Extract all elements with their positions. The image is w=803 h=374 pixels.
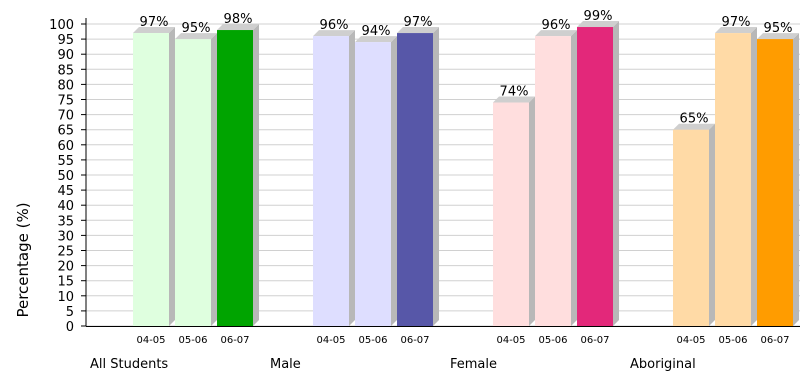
category-labels: 04-05 05-06 06-07 04-05 05-06 06-07 04-05 05-06… <box>136 335 789 346</box>
bar-top <box>175 33 217 40</box>
data-labels: 97% 95% 98% 96% 94% 97% 74% 96% 99% 65% 97% 95% <box>140 9 793 127</box>
bar-side <box>529 96 535 327</box>
bar <box>493 102 529 327</box>
bar <box>673 129 709 326</box>
data-label: 97% <box>722 15 751 30</box>
y-tick-label: 5 <box>66 305 74 320</box>
bar-top <box>133 27 175 34</box>
category-label: 06-07 <box>220 335 249 346</box>
bar-top <box>577 21 619 28</box>
bar-side <box>571 30 577 327</box>
y-tick-label: 70 <box>57 109 74 124</box>
y-tick-label: 65 <box>57 124 74 139</box>
group-label: Female <box>450 357 497 372</box>
y-tick-label: 30 <box>57 229 74 244</box>
bar-top <box>673 123 715 130</box>
category-label: 05-06 <box>358 335 387 346</box>
category-label: 06-07 <box>580 335 609 346</box>
axes <box>81 18 800 327</box>
data-label: 98% <box>224 12 253 27</box>
bar <box>757 39 793 326</box>
y-tick-label: 0 <box>66 320 74 335</box>
y-tick-label: 75 <box>57 94 74 109</box>
bar-side <box>391 36 397 327</box>
bar-top <box>757 33 799 40</box>
y-tick-label: 35 <box>57 214 74 229</box>
bar <box>313 36 349 327</box>
category-label: 04-05 <box>136 335 165 346</box>
data-label: 99% <box>584 9 613 24</box>
category-label: 05-06 <box>178 335 207 346</box>
bar-side <box>613 21 619 327</box>
category-label: 04-05 <box>496 335 525 346</box>
data-label: 65% <box>680 112 709 127</box>
bar <box>535 36 571 327</box>
bar-side <box>211 33 217 326</box>
bar-side <box>433 27 439 327</box>
data-label: 96% <box>542 18 571 33</box>
bar <box>175 39 211 326</box>
y-tick-label: 25 <box>57 245 74 260</box>
data-label: 96% <box>320 18 349 33</box>
y-tick-labels: 0510152025303540455055606570758085909510… <box>49 18 74 335</box>
y-tick-label: 50 <box>57 169 74 184</box>
bar-top <box>535 30 577 37</box>
bar-top <box>217 24 259 31</box>
bar-side <box>751 27 757 327</box>
bar <box>715 33 751 327</box>
bar-side <box>169 27 175 327</box>
y-tick-label: 15 <box>57 275 74 290</box>
bars <box>133 21 799 327</box>
category-label: 05-06 <box>538 335 567 346</box>
bar-side <box>709 123 715 326</box>
group-label: All Students <box>90 357 168 372</box>
bar-top <box>397 27 439 34</box>
y-tick-label: 90 <box>57 48 74 63</box>
group-labels: All Students Male Female Aboriginal <box>90 357 696 372</box>
category-label: 04-05 <box>676 335 705 346</box>
group-label: Male <box>270 357 301 372</box>
y-tick-label: 40 <box>57 199 74 214</box>
y-tick-label: 95 <box>57 33 74 48</box>
data-label: 97% <box>404 15 433 30</box>
y-tick-label: 100 <box>49 18 74 33</box>
bar-side <box>349 30 355 327</box>
category-label: 04-05 <box>316 335 345 346</box>
bar-top <box>355 36 397 43</box>
bar-top <box>313 30 355 37</box>
data-label: 95% <box>182 21 211 36</box>
y-tick-label: 45 <box>57 184 74 199</box>
bar-side <box>793 33 799 326</box>
y-tick-label: 20 <box>57 260 74 275</box>
y-tick-label: 80 <box>57 78 74 93</box>
category-label: 06-07 <box>400 335 429 346</box>
y-tick-label: 85 <box>57 63 74 78</box>
y-tick-label: 55 <box>57 154 74 169</box>
y-axis-label: Percentage (%) <box>14 202 32 317</box>
bar <box>217 30 253 326</box>
data-label: 97% <box>140 15 169 30</box>
bar <box>397 33 433 327</box>
data-label: 95% <box>764 21 793 36</box>
y-tick-label: 10 <box>57 290 74 305</box>
bar <box>577 27 613 327</box>
bar-side <box>253 24 259 326</box>
group-label: Aboriginal <box>630 357 696 372</box>
category-label: 06-07 <box>760 335 789 346</box>
bar <box>355 42 391 327</box>
bar <box>133 33 169 327</box>
bar-top <box>493 96 535 103</box>
data-label: 74% <box>500 85 529 100</box>
y-tick-label: 60 <box>57 139 74 154</box>
data-label: 94% <box>362 24 391 39</box>
bar-top <box>715 27 757 34</box>
category-label: 05-06 <box>718 335 747 346</box>
